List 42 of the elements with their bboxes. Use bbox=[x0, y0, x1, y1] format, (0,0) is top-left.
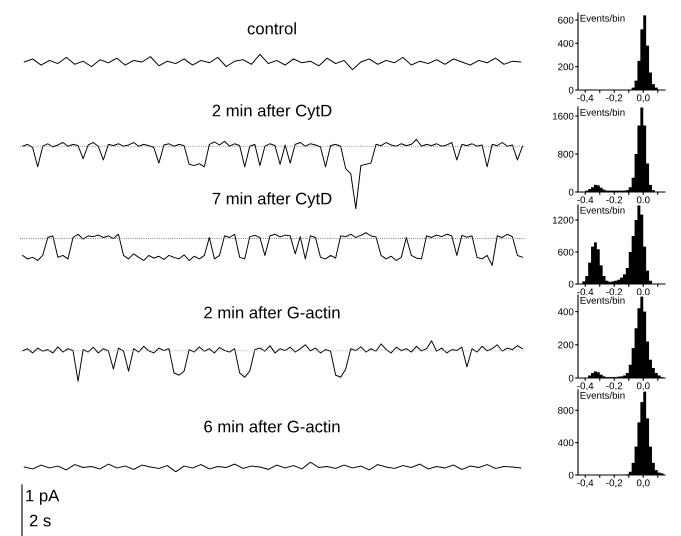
x-tick-label: 0,0 bbox=[636, 479, 650, 488]
x-tick-label: -0,4 bbox=[577, 479, 594, 488]
annotation: Events/bin bbox=[580, 14, 625, 22]
y-tick-label: 1600 bbox=[552, 112, 574, 120]
chart-title: 2 min after G-actin bbox=[204, 306, 340, 318]
text: 2 s bbox=[30, 514, 51, 526]
y-tick-label: 400 bbox=[558, 40, 574, 47]
chart-title: 7 min after CytD bbox=[212, 192, 332, 208]
annotation: Events/bin bbox=[580, 108, 625, 116]
y-tick-label: 600 bbox=[558, 248, 574, 256]
x-tick-label: -0,4 bbox=[577, 288, 594, 296]
text: 1 pA bbox=[26, 490, 60, 505]
x-tick-label: 0.0 bbox=[636, 196, 650, 204]
chart-title: 2 min after CytD bbox=[212, 104, 332, 120]
y-tick-label: 200 bbox=[558, 342, 574, 348]
x-tick-label: -0,2 bbox=[606, 382, 622, 390]
y-tick-label: 800 bbox=[558, 150, 574, 158]
y-tick-label: 400 bbox=[558, 439, 574, 446]
y-tick-label: 0 bbox=[568, 188, 574, 196]
y-tick-label: 0 bbox=[568, 86, 574, 94]
annotation: Events/bin bbox=[580, 392, 625, 399]
y-tick-label: 1200 bbox=[552, 216, 574, 224]
y-tick-label: 200 bbox=[558, 63, 574, 70]
x-tick-label: -0,4 bbox=[577, 94, 594, 102]
x-tick-label: -0.2 bbox=[606, 196, 622, 204]
y-tick-label: 0 bbox=[568, 374, 574, 382]
annotation: Events/bin bbox=[580, 206, 625, 214]
y-tick-label: 600 bbox=[558, 16, 574, 24]
x-tick-label: -0.4 bbox=[577, 196, 594, 204]
y-tick-label: 800 bbox=[558, 406, 574, 414]
chart-title: 6 min after G-actin bbox=[204, 420, 340, 432]
y-tick-label: 400 bbox=[558, 308, 574, 316]
x-tick-label: -0,4 bbox=[577, 382, 594, 390]
x-tick-label: 0,0 bbox=[636, 382, 650, 390]
x-tick-label: 0,0 bbox=[636, 94, 650, 102]
x-tick-label: -0,2 bbox=[606, 94, 622, 102]
y-tick-label: 0 bbox=[568, 280, 574, 288]
x-tick-label: 0,0 bbox=[636, 288, 650, 296]
annotation: Events/bin bbox=[580, 296, 625, 304]
chart-title: control bbox=[248, 22, 296, 34]
x-tick-label: -0,2 bbox=[606, 479, 622, 488]
y-tick-label: 0 bbox=[568, 472, 574, 479]
